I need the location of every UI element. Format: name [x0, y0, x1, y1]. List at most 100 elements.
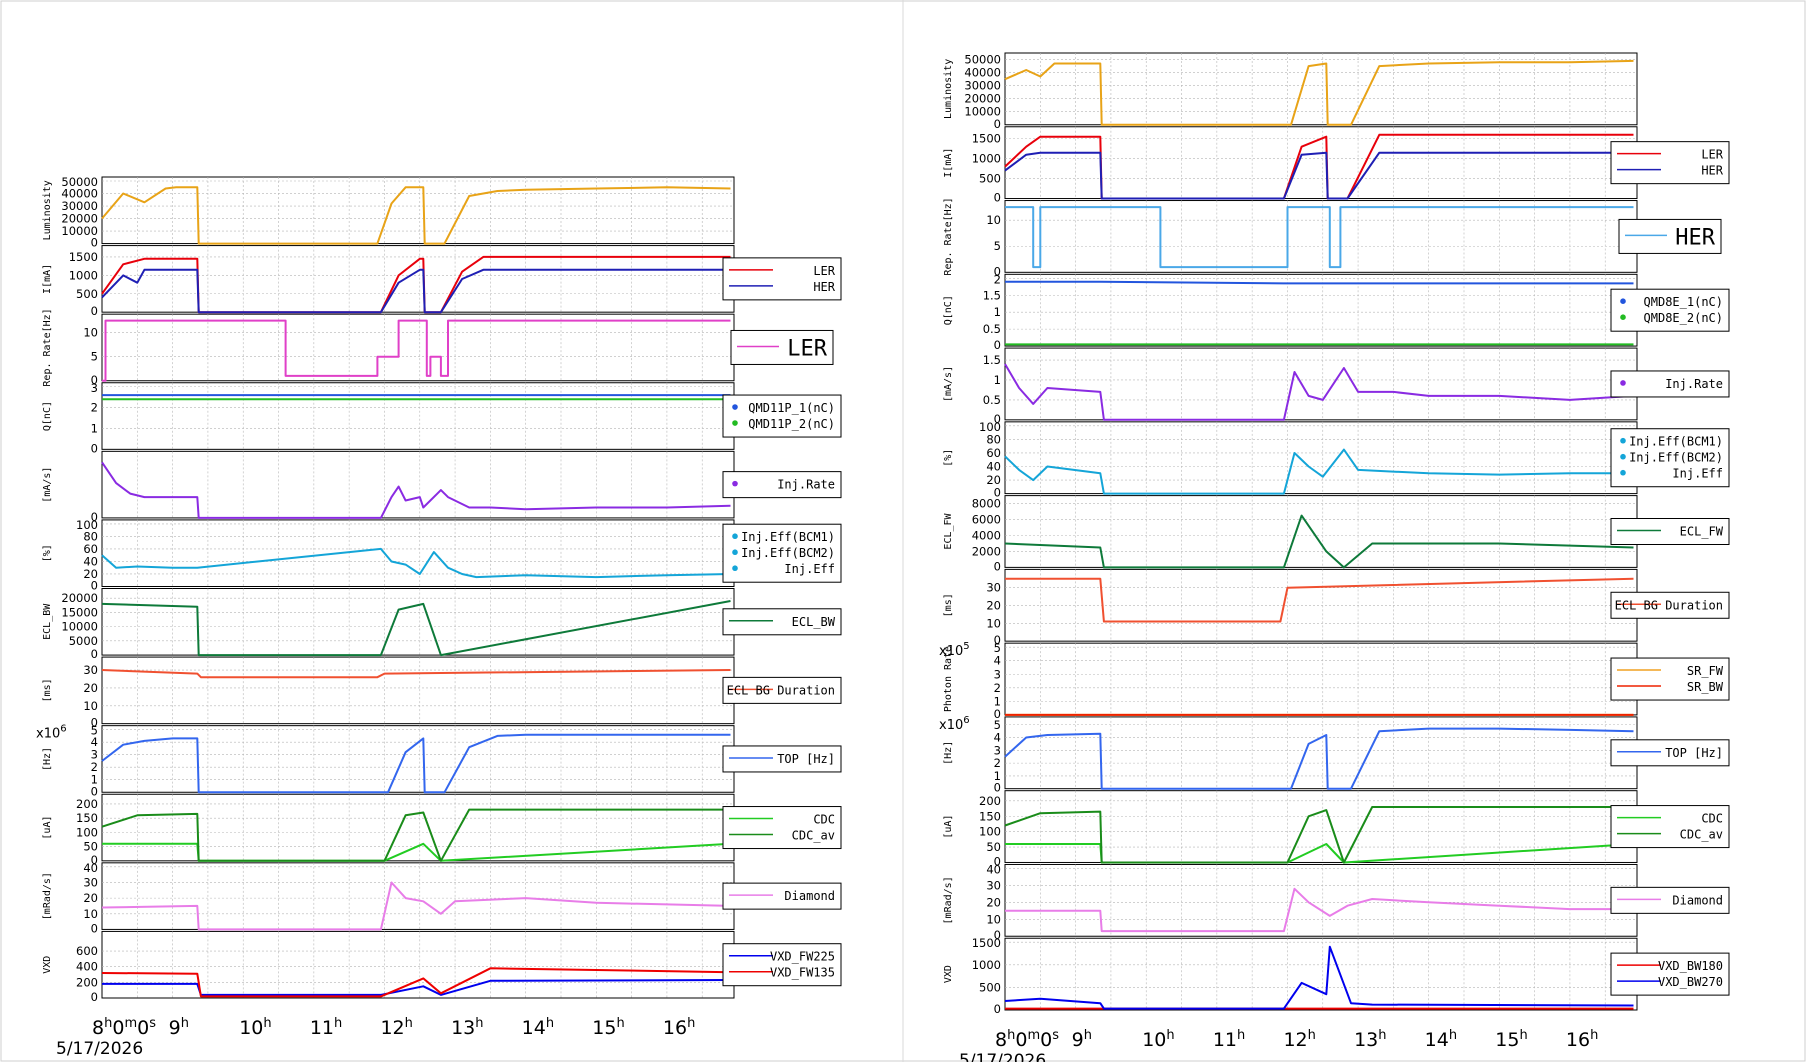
y-tick-label: 0: [994, 338, 1001, 352]
series-line-vxd-bw270: [1004, 945, 1634, 1010]
y-tick-label: 100: [76, 518, 98, 532]
y-tick-label: 0: [994, 633, 1001, 647]
legend-box: [730, 329, 834, 365]
x-tick-unit: h: [616, 1016, 624, 1031]
y-tick-label: 200: [76, 975, 98, 989]
x-tick-unit: h: [687, 1016, 695, 1031]
y-tick-label: 20: [986, 473, 1001, 487]
legend-label: SR_FW: [1687, 664, 1724, 678]
series-line-her: [1005, 206, 1634, 269]
y-tick-label: 2: [91, 401, 98, 415]
x-tick-label: 10h: [1142, 1028, 1174, 1051]
series-line-inj-eff: [1004, 448, 1634, 495]
y-tick-label: 1.5: [983, 288, 1001, 302]
legend-label: TOP [Hz]: [777, 752, 835, 766]
y-tick-label: 1000: [69, 268, 98, 282]
panel-2: 10 5 0 Rep. Rate[Hz] HER: [943, 197, 1722, 278]
y-tick-label: 5: [994, 239, 1001, 253]
y-tick-label: 1500: [972, 132, 1001, 146]
legend-box: [722, 394, 842, 438]
y-tick-label: 1.5: [983, 353, 1001, 367]
x-tick-number: 0: [112, 1017, 124, 1039]
y-tick-label: 2: [91, 760, 98, 774]
legend-marker: [1620, 314, 1626, 320]
y-tick-label: 20000: [61, 212, 98, 226]
y-axis-label: VXD: [943, 965, 954, 983]
legend-label: Inj.Rate: [777, 478, 835, 492]
x-tick-label: 9h: [1072, 1028, 1092, 1051]
y-tick-label: 20: [83, 891, 98, 905]
x-tick-label: 8h0m0s: [995, 1028, 1059, 1051]
left-timeseries-chart: 50000400003000020000100000Luminosity1500…: [36, 175, 842, 1059]
y-axis-label: I[mA]: [943, 148, 954, 178]
y-axis-label: Rep. Rate[Hz]: [42, 308, 53, 386]
series-line-cdc-av: [1004, 806, 1634, 864]
legend-label: ECL BG Duration: [1615, 598, 1723, 612]
y-tick-label: 0: [91, 784, 98, 798]
x-tick-unit: s: [149, 1016, 156, 1031]
x-tick-number: 11: [310, 1017, 334, 1039]
series-line-ecl-bw: [101, 600, 731, 657]
date-label: 5/17/2026: [959, 1051, 1046, 1062]
legend-marker: [732, 480, 738, 487]
x-tick-unit: h: [181, 1016, 189, 1031]
x-tick-unit: m: [124, 1016, 137, 1031]
x-tick-unit: h: [405, 1016, 413, 1031]
y-tick-label: 1500: [972, 936, 1001, 950]
y-tick-label: 0: [91, 579, 98, 593]
legend-label: HER: [1675, 225, 1715, 250]
legend-box: [1610, 370, 1730, 398]
y-tick-label: 0: [994, 412, 1001, 426]
y-tick-label: 0: [994, 264, 1001, 278]
legend-marker: [1620, 453, 1626, 460]
y-tick-label: 150: [76, 811, 98, 825]
y-axis-label: ECL_FW: [943, 512, 954, 549]
y-tick-label: 0: [91, 853, 98, 867]
y-axis-label: VXD: [42, 956, 53, 974]
x-tick-unit: h: [1084, 1028, 1092, 1043]
y-tick-label: 4: [994, 654, 1001, 668]
y-tick-label: 20: [986, 598, 1001, 612]
series-line-vxd-fw225: [102, 979, 731, 996]
panel-frame: [1004, 273, 1638, 347]
panel-1: 1500 1000 500 0 I[mA] LER HER: [42, 245, 842, 318]
series-line-inj-rate: [1004, 363, 1634, 421]
legend-label: ECL BG Duration: [727, 683, 835, 697]
x-tick-unit: s: [1052, 1028, 1059, 1043]
y-axis-label: ECL_BW: [42, 603, 53, 640]
y-tick-label: 2: [994, 681, 1001, 695]
y-tick-label: 40: [986, 862, 1001, 876]
y-tick-label: 1500: [69, 250, 98, 264]
legend-label: VXD_FW135: [770, 966, 835, 980]
y-tick-label: 30000: [964, 79, 1001, 93]
x-tick-label: 12h: [380, 1016, 412, 1039]
legend-label: ECL_FW: [1680, 525, 1724, 539]
y-tick-label: 2000: [972, 544, 1001, 558]
x-tick-unit: h: [1519, 1028, 1527, 1043]
axis-exponent-power: 5: [963, 641, 969, 652]
y-tick-label: 10: [83, 907, 98, 921]
panel-frame: [1004, 347, 1638, 421]
legend-label: Inj.Eff: [1672, 467, 1723, 481]
y-tick-label: 10000: [61, 620, 98, 634]
panel-frame: [1004, 863, 1638, 937]
legend-marker: [732, 549, 738, 556]
y-tick-label: 0: [994, 1002, 1001, 1016]
date-label: 5/17/2026: [56, 1039, 143, 1059]
legend-marker: [732, 420, 738, 426]
y-tick-label: 60: [83, 542, 98, 556]
x-tick-number: 12: [1283, 1029, 1307, 1051]
y-tick-label: 60: [986, 446, 1001, 460]
legend-label: HER: [813, 280, 835, 294]
y-tick-label: 5: [91, 724, 98, 738]
series-line-ecl-fw: [1004, 514, 1634, 569]
y-tick-label: 200: [76, 797, 98, 811]
panel-frame: [1004, 937, 1638, 1011]
y-axis-label: [Hz]: [943, 741, 954, 765]
axis-exponent-power: 6: [963, 715, 969, 726]
y-axis-label: Luminosity: [42, 180, 53, 240]
y-tick-label: 0: [994, 191, 1001, 205]
